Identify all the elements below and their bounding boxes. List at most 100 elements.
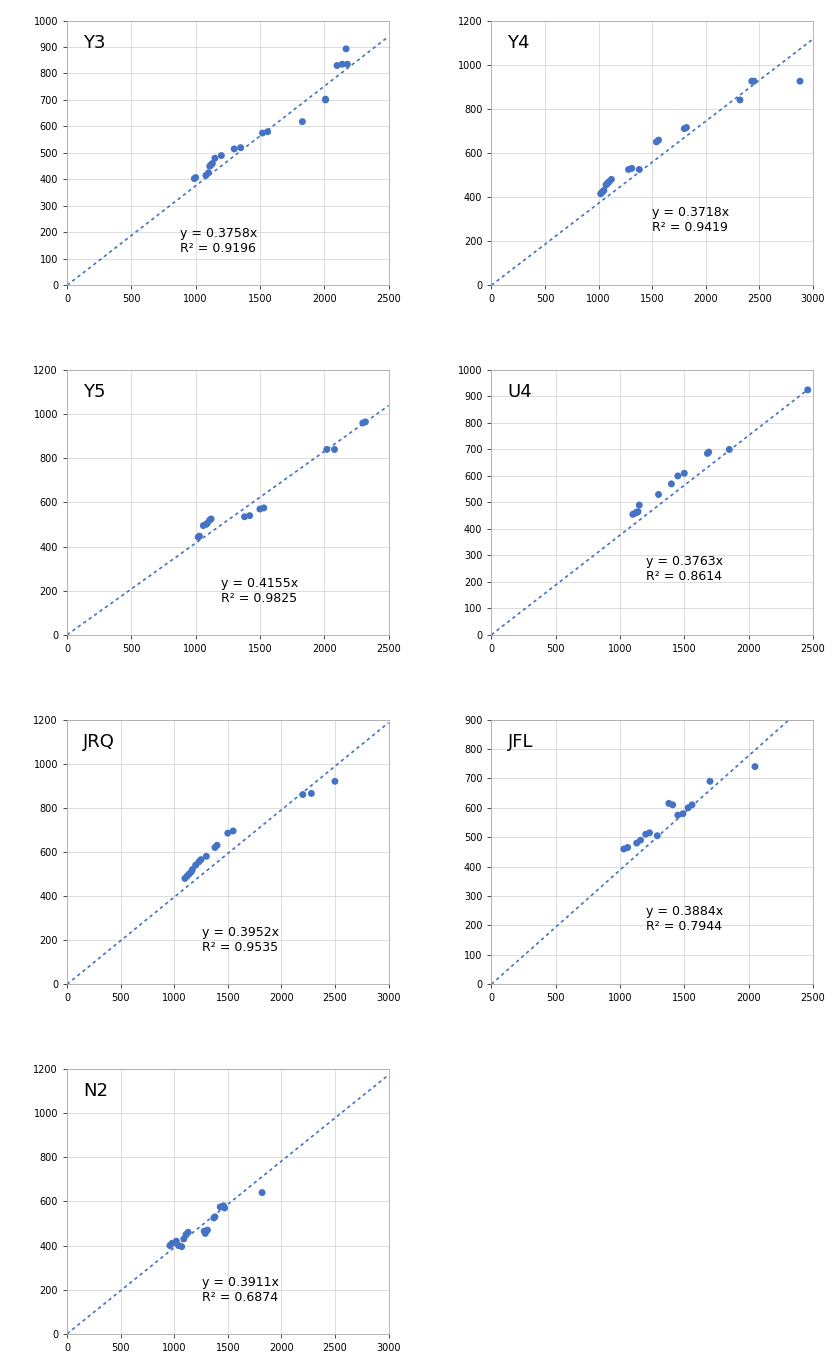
Point (801, 379, 815, 401)
Point (203, 155, 216, 176)
Point (210, 834, 224, 856)
Point (172, 1234, 185, 1256)
Point (633, 159, 646, 181)
Point (205, 153, 219, 175)
Point (202, 161, 215, 183)
Point (671, 804, 685, 826)
Point (794, 70, 807, 92)
Point (200, 513, 214, 535)
Point (226, 819, 240, 841)
Point (617, 839, 630, 860)
Point (199, 1223, 212, 1245)
Point (256, 122, 269, 144)
Point (626, 503, 639, 525)
Point (662, 792, 675, 814)
Point (599, 174, 613, 196)
Point (639, 824, 653, 845)
Point (605, 168, 618, 190)
Point (702, 440, 716, 462)
Point (181, 1222, 194, 1244)
Point (745, 70, 758, 92)
Point (320, 439, 334, 461)
Point (201, 1219, 215, 1241)
Point (221, 822, 235, 844)
Text: y = 0.3718x
R² = 0.9419: y = 0.3718x R² = 0.9419 (652, 205, 729, 234)
Point (643, 822, 656, 844)
Point (628, 502, 642, 524)
Point (188, 168, 201, 190)
Point (341, 53, 354, 75)
Point (257, 497, 271, 518)
Point (630, 832, 644, 854)
Text: N2: N2 (83, 1082, 108, 1100)
Point (631, 501, 644, 523)
Point (625, 157, 639, 179)
Text: Y3: Y3 (83, 34, 106, 52)
Point (666, 793, 680, 815)
Point (676, 803, 690, 825)
Point (339, 38, 353, 60)
Point (208, 837, 221, 859)
Text: y = 0.3763x
R² = 0.8614: y = 0.3763x R² = 0.8614 (646, 555, 722, 583)
Point (192, 527, 205, 549)
Point (204, 153, 218, 175)
Point (199, 164, 213, 186)
Point (681, 796, 695, 818)
Point (600, 172, 613, 194)
Point (634, 829, 647, 851)
Point (622, 159, 635, 181)
Point (748, 755, 762, 777)
Point (701, 442, 714, 464)
Point (204, 508, 218, 529)
Point (207, 1207, 220, 1228)
Point (747, 70, 761, 92)
Point (296, 784, 309, 806)
Point (189, 854, 202, 876)
Point (177, 1228, 190, 1250)
Point (256, 1182, 269, 1204)
Point (685, 793, 699, 815)
Point (189, 167, 202, 189)
Point (602, 172, 615, 194)
Point (253, 498, 266, 520)
Point (318, 88, 332, 109)
Text: Y5: Y5 (83, 383, 106, 401)
Point (163, 1234, 177, 1256)
Point (318, 89, 332, 111)
Point (630, 502, 644, 524)
Point (678, 462, 691, 484)
Point (665, 473, 678, 495)
Text: y = 0.4155x
R² = 0.9825: y = 0.4155x R² = 0.9825 (221, 576, 298, 605)
Point (595, 182, 608, 204)
Point (597, 179, 611, 201)
Point (203, 509, 216, 531)
Point (178, 867, 192, 889)
Point (243, 505, 256, 527)
Point (330, 55, 344, 77)
Point (328, 439, 341, 461)
Point (217, 1194, 230, 1216)
Text: Y4: Y4 (508, 34, 530, 52)
Point (594, 183, 608, 205)
Text: JRQ: JRQ (83, 733, 115, 751)
Point (184, 860, 198, 882)
Point (179, 1223, 193, 1245)
Text: y = 0.3952x
R² = 0.9535: y = 0.3952x R² = 0.9535 (202, 926, 279, 953)
Point (652, 483, 665, 505)
Point (197, 514, 210, 536)
Point (335, 53, 349, 75)
Point (183, 863, 196, 885)
Point (296, 111, 309, 133)
Point (238, 506, 251, 528)
Point (356, 412, 370, 434)
Point (165, 1233, 178, 1254)
Point (208, 148, 221, 170)
Point (633, 494, 646, 516)
Point (214, 1196, 227, 1218)
Point (169, 1230, 183, 1252)
Point (678, 118, 691, 140)
Point (234, 137, 247, 159)
Text: y = 0.3911x
R² = 0.6874: y = 0.3911x R² = 0.6874 (202, 1275, 279, 1304)
Point (359, 410, 372, 432)
Text: y = 0.3884x
R² = 0.7944: y = 0.3884x R² = 0.7944 (646, 904, 723, 933)
